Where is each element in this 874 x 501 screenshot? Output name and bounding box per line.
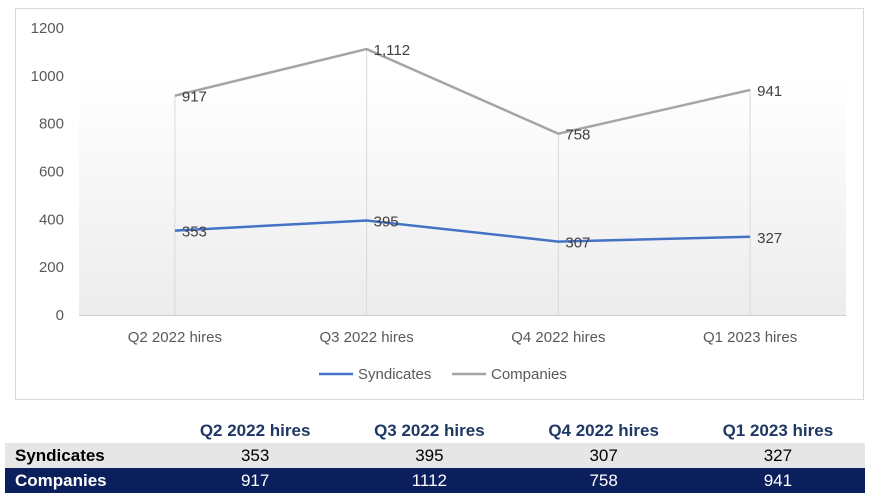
data-label: 917	[182, 89, 207, 106]
table-cell: 941	[763, 470, 793, 490]
y-tick-label: 1200	[31, 20, 64, 37]
data-label: 353	[182, 224, 207, 241]
legend-label: Companies	[491, 366, 567, 383]
data-label: 395	[374, 214, 399, 231]
data-table: Q2 2022 hires Q3 2022 hires Q4 2022 hire…	[5, 418, 865, 493]
data-label: 941	[757, 83, 782, 100]
series-line-companies	[174, 47, 751, 135]
data-label: 758	[565, 127, 590, 144]
table-header-row: Q2 2022 hires Q3 2022 hires Q4 2022 hire…	[5, 418, 865, 443]
row-label: Companies	[15, 470, 107, 490]
table-header: Q2 2022 hires	[199, 420, 311, 440]
y-tick-label: 1000	[31, 68, 64, 85]
row-label: Syndicates	[15, 445, 105, 465]
table-header: Q1 2023 hires	[722, 420, 834, 440]
table-corner	[5, 418, 168, 443]
table-cell: 395	[415, 445, 444, 465]
data-label: 327	[757, 230, 782, 247]
table-cell: 1112	[411, 470, 448, 490]
plot-background	[79, 79, 846, 316]
x-tick-label: Q1 2023 hires	[703, 329, 797, 346]
table-cell: 917	[240, 470, 270, 490]
line-chart: 0 200 400 600 800 1000 1200 Q2 2022 hires Q3 20…	[31, 20, 846, 383]
y-tick-label: 600	[39, 164, 64, 181]
table-row-companies: Companies 917 1112 758 941	[5, 468, 865, 493]
legend-label: Syndicates	[358, 366, 431, 383]
data-label: 1,112	[374, 42, 410, 59]
y-tick-label: 200	[39, 259, 64, 276]
x-tick-label: Q4 2022 hires	[511, 329, 605, 346]
table-cell: 327	[763, 445, 793, 465]
y-tick-label: 400	[39, 211, 64, 228]
table-cell: 353	[240, 445, 270, 465]
chart-area: 0 200 400 600 800 1000 1200 Q2 2022 hires Q3 20…	[15, 8, 864, 400]
x-tick-label: Q2 2022 hires	[128, 329, 222, 346]
table-cell: 307	[589, 445, 618, 465]
y-tick-label: 800	[39, 116, 64, 133]
y-tick-label: 0	[56, 307, 64, 324]
x-tick-label: Q3 2022 hires	[320, 329, 414, 346]
table-cell: 758	[589, 470, 618, 490]
series-line-syndicates	[174, 219, 751, 243]
table-row-syndicates: Syndicates 353 395 307 327	[5, 443, 865, 468]
data-label: 307	[565, 235, 590, 252]
table-header: Q4 2022 hires	[548, 420, 659, 440]
table-header: Q3 2022 hires	[374, 420, 485, 440]
